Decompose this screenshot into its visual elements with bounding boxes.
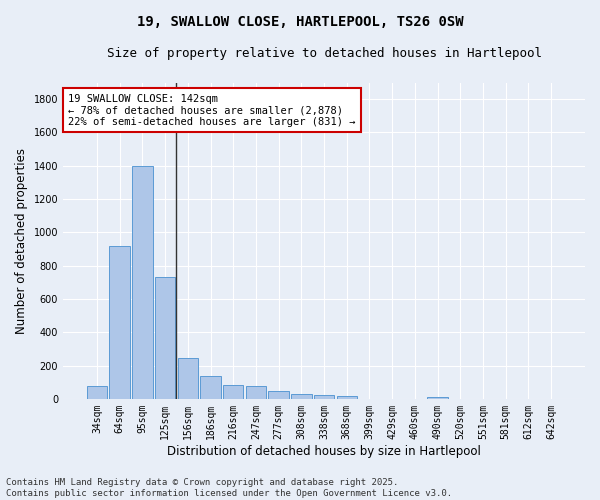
Bar: [427, 397, 448, 399]
Bar: [178, 358, 198, 399]
Text: 19 SWALLOW CLOSE: 142sqm
← 78% of detached houses are smaller (2,878)
22% of sem: 19 SWALLOW CLOSE: 142sqm ← 78% of detach…: [68, 94, 356, 127]
Text: 19, SWALLOW CLOSE, HARTLEPOOL, TS26 0SW: 19, SWALLOW CLOSE, HARTLEPOOL, TS26 0SW: [137, 15, 463, 29]
Bar: [109, 246, 130, 399]
Bar: [155, 278, 175, 399]
Bar: [291, 394, 311, 399]
X-axis label: Distribution of detached houses by size in Hartlepool: Distribution of detached houses by size …: [167, 444, 481, 458]
Y-axis label: Number of detached properties: Number of detached properties: [15, 148, 28, 334]
Text: Contains HM Land Registry data © Crown copyright and database right 2025.
Contai: Contains HM Land Registry data © Crown c…: [6, 478, 452, 498]
Bar: [337, 396, 357, 399]
Bar: [87, 386, 107, 399]
Bar: [314, 394, 334, 399]
Bar: [223, 384, 244, 399]
Bar: [268, 392, 289, 399]
Title: Size of property relative to detached houses in Hartlepool: Size of property relative to detached ho…: [107, 48, 542, 60]
Bar: [132, 166, 152, 399]
Bar: [200, 376, 221, 399]
Bar: [245, 386, 266, 399]
